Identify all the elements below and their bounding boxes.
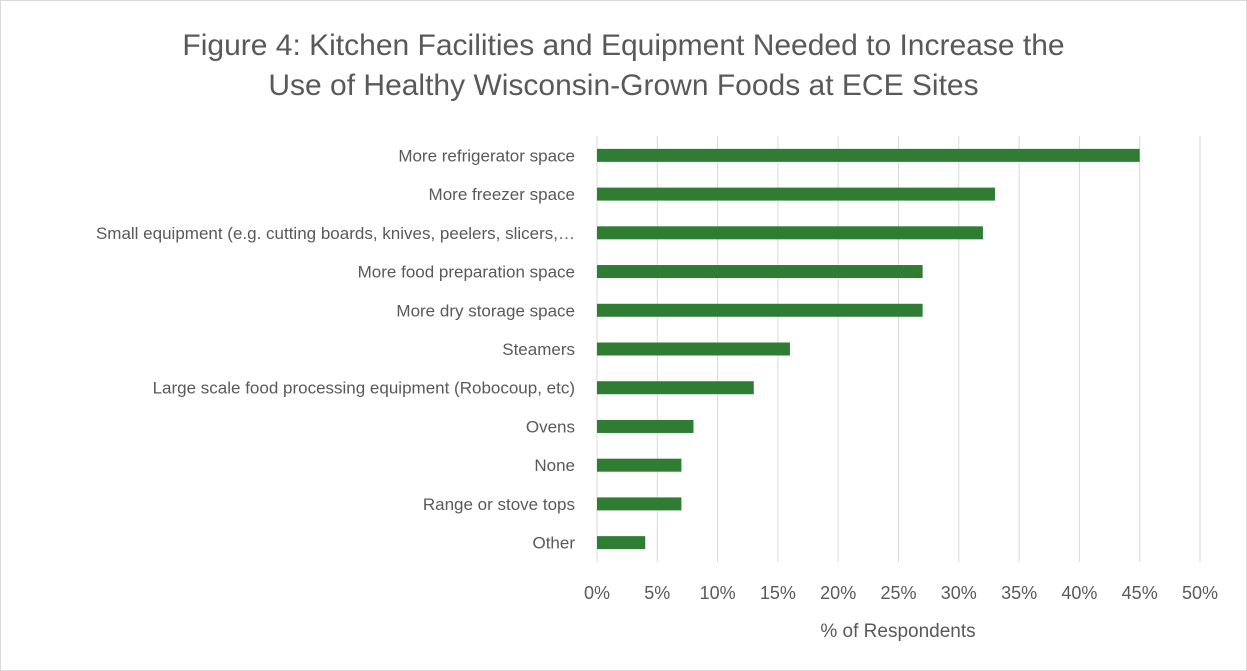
category-label: Small equipment (e.g. cutting boards, kn… — [96, 224, 575, 243]
x-tick-label: 45% — [1122, 583, 1158, 603]
bar — [597, 419, 694, 433]
bar — [597, 265, 923, 279]
bars — [597, 148, 1140, 550]
category-label: Steamers — [502, 340, 575, 359]
chart-title-line-2: Use of Healthy Wisconsin-Grown Foods at … — [268, 69, 979, 102]
bar — [597, 381, 754, 395]
bar — [597, 187, 995, 201]
x-axis-label: % of Respondents — [820, 621, 975, 642]
bar — [597, 458, 682, 472]
category-label: More dry storage space — [396, 301, 575, 320]
x-tick-labels: 0% 5% 10% 15% 20% 25% 30% 35% 40% 45% 50% — [584, 583, 1218, 603]
bar — [597, 497, 682, 511]
category-label: Other — [532, 534, 575, 553]
bar — [597, 536, 646, 550]
category-label: More refrigerator space — [398, 146, 575, 165]
bar — [597, 148, 1140, 162]
category-label: More freezer space — [429, 185, 575, 204]
category-labels: More refrigerator space More freezer spac… — [96, 146, 575, 552]
category-label: Ovens — [526, 417, 575, 436]
chart-title: Figure 4: Kitchen Facilities and Equipme… — [0, 26, 1247, 106]
category-label: None — [534, 456, 575, 475]
x-tick-label: 20% — [820, 583, 856, 603]
x-tick-label: 5% — [644, 583, 670, 603]
bar — [597, 226, 983, 240]
x-tick-label: 25% — [880, 583, 916, 603]
category-label: More food preparation space — [358, 263, 575, 282]
category-label: Large scale food processing equipment (R… — [153, 379, 575, 398]
x-tick-label: 30% — [941, 583, 977, 603]
x-tick-label: 10% — [700, 583, 736, 603]
chart-title-line-1: Figure 4: Kitchen Facilities and Equipme… — [182, 29, 1065, 62]
x-tick-label: 15% — [760, 583, 796, 603]
x-tick-label: 50% — [1182, 583, 1218, 603]
bar — [597, 342, 790, 356]
bar — [597, 303, 923, 317]
x-tick-label: 40% — [1061, 583, 1097, 603]
x-tick-label: 0% — [584, 583, 610, 603]
x-tick-label: 35% — [1001, 583, 1037, 603]
category-label: Range or stove tops — [423, 495, 575, 514]
